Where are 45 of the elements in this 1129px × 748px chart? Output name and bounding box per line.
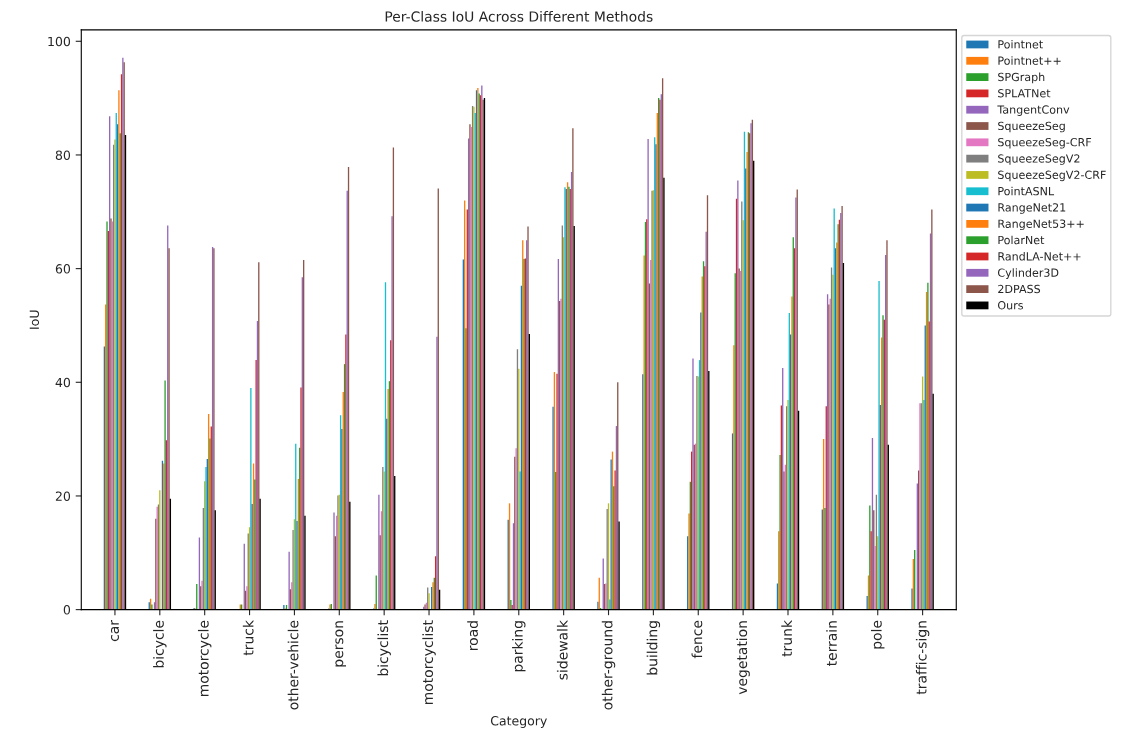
legend-label: RangeNet53++: [998, 219, 1084, 231]
x-tick-label: traffic-sign: [915, 621, 930, 695]
x-tick-label: road: [467, 621, 478, 650]
x-tick-label: building: [646, 621, 661, 675]
y-tick-label: 100: [48, 36, 71, 47]
y-axis-title: IoU: [29, 310, 40, 329]
x-tick-label: other-ground: [601, 621, 616, 710]
x-tick-label: sidewalk: [556, 620, 568, 680]
x-axis-title: Category: [490, 716, 547, 728]
y-tick-label: 20: [55, 491, 71, 501]
x-tick-label: truck: [242, 620, 254, 656]
chart-title: Per-Class IoU Across Different Methods: [385, 11, 653, 22]
legend-label: PointASNL: [998, 186, 1055, 196]
x-tick-label: car: [111, 620, 119, 642]
legend-label: SqueezeSegV2-CRF: [998, 170, 1106, 182]
legend-label: RangeNet21: [998, 203, 1066, 214]
legend-label: Ours: [998, 301, 1023, 310]
legend-label: Cylinder3D: [998, 268, 1059, 279]
legend-label: SqueezeSeg-CRF: [998, 137, 1092, 149]
legend-label: Pointnet: [998, 39, 1043, 49]
x-tick-label: pole: [871, 620, 885, 649]
x-tick-label: person: [335, 621, 347, 667]
x-tick-label: motorcycle: [197, 620, 212, 697]
legend-label: SqueezeSeg: [998, 121, 1065, 133]
y-tick-label: 40: [55, 377, 71, 388]
y-tick-label: 0: [63, 605, 71, 615]
x-tick-label: bicycle: [153, 620, 167, 668]
legend-label: SPGraph: [998, 72, 1045, 84]
x-tick-label: fence: [691, 620, 703, 659]
legend-label: SPLATNet: [998, 89, 1051, 98]
legend-label: SqueezeSegV2: [998, 154, 1080, 165]
legend-label: RandLA-Net++: [998, 251, 1081, 261]
legend-label: PolarNet: [998, 235, 1045, 245]
legend-label: Pointnet++: [998, 56, 1061, 65]
legend-label: 2DPASS: [998, 284, 1041, 294]
x-tick-label: other-vehicle: [287, 620, 299, 710]
x-tick-label: trunk: [781, 620, 793, 657]
legend-label: TangentConv: [997, 105, 1070, 116]
x-tick-label: motorcyclist: [422, 620, 436, 705]
x-tick-label: bicyclist: [377, 620, 391, 676]
x-tick-label: terrain: [826, 621, 837, 666]
x-tick-label: vegetation: [736, 621, 750, 695]
y-tick-label: 60: [55, 264, 71, 274]
x-tick-label: parking: [512, 621, 526, 672]
y-tick-label: 80: [55, 150, 71, 160]
